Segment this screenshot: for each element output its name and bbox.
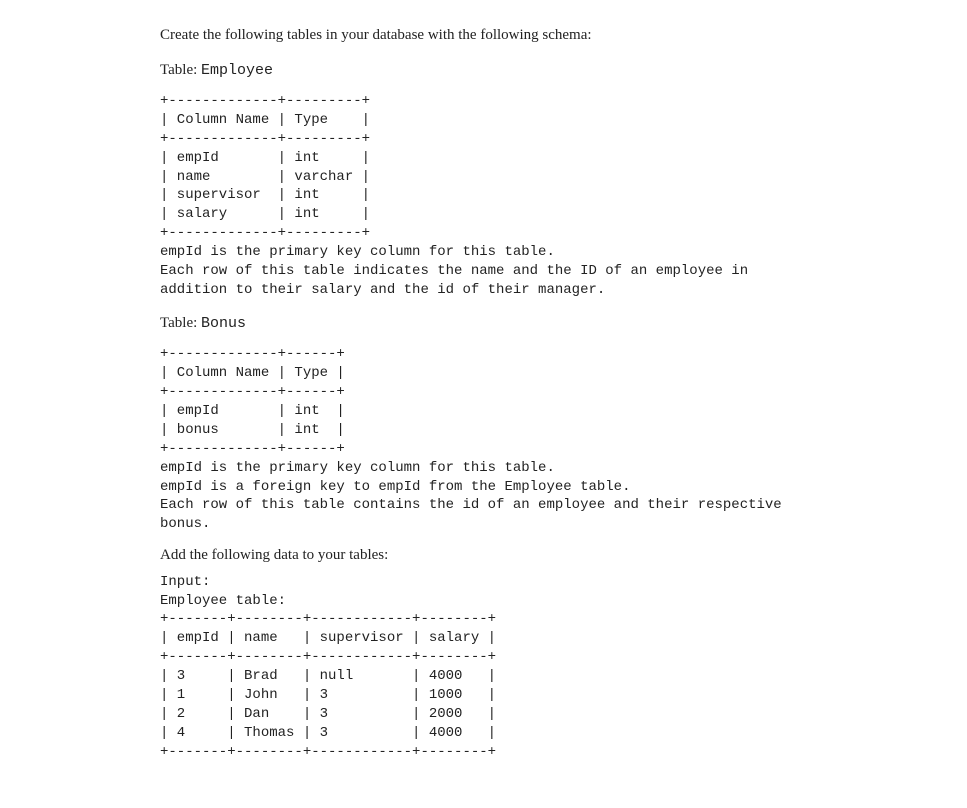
employee-schema-block: +-------------+---------+ | Column Name … (160, 92, 967, 300)
page-content: Create the following tables in your data… (160, 24, 967, 762)
bonus-schema-block: +-------------+------+ | Column Name | T… (160, 345, 967, 534)
table-name-bonus: Bonus (201, 315, 246, 332)
table-label-employee: Table: Employee (160, 59, 967, 83)
add-data-text: Add the following data to your tables: (160, 544, 967, 567)
table-name-employee: Employee (201, 62, 273, 79)
table-label-prefix: Table: (160, 62, 201, 78)
table-label-prefix: Table: (160, 315, 201, 331)
table-label-bonus: Table: Bonus (160, 312, 967, 336)
input-data-block: Input: Employee table: +-------+--------… (160, 573, 967, 762)
intro-text: Create the following tables in your data… (160, 24, 967, 47)
